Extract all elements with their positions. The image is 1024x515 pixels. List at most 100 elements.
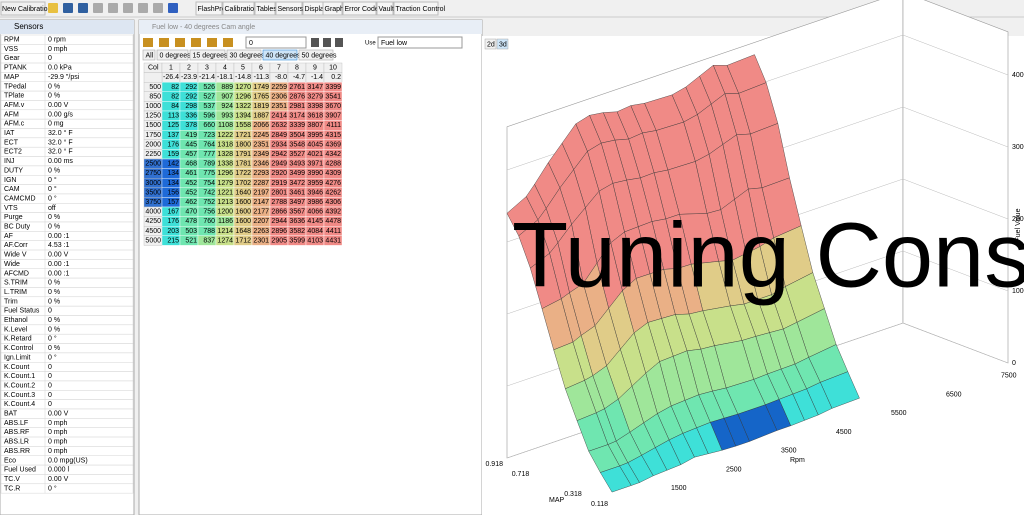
table-tool-icon[interactable] xyxy=(207,38,217,47)
fuel-value: 764 xyxy=(203,141,215,148)
menu-button-label: Tables xyxy=(257,6,278,13)
sensor-value: 0 ° xyxy=(48,194,57,202)
sensor-name: Eco xyxy=(4,457,16,464)
map-label-cell xyxy=(143,72,163,83)
fuel-value: 457 xyxy=(185,151,197,158)
menu-button[interactable] xyxy=(275,1,303,16)
rpm-label: 1000 xyxy=(145,103,161,110)
table-tool-icon[interactable] xyxy=(223,38,233,47)
map-value: -21.4 xyxy=(199,74,215,81)
fuel-value: 2761 xyxy=(289,84,305,91)
sensor-name: BC Duty xyxy=(4,224,31,231)
fuel-value: 3971 xyxy=(307,161,323,168)
graph-tab[interactable] xyxy=(496,38,509,50)
sensor-value: 0.000 l xyxy=(48,467,69,474)
y-tick-label: 0.918 xyxy=(485,461,503,468)
x-tick-label: 4500 xyxy=(836,429,852,436)
fuel-value: 137 xyxy=(167,132,179,139)
table-tool-icon[interactable] xyxy=(191,38,201,47)
use-dropdown[interactable] xyxy=(377,36,463,49)
menu-button[interactable] xyxy=(222,1,255,16)
sensor-name: AF xyxy=(4,233,13,240)
table-tool-icon[interactable] xyxy=(311,38,319,47)
degree-tab[interactable] xyxy=(262,49,298,61)
fuel-value: 3174 xyxy=(289,113,305,120)
menu-button-label: Display xyxy=(305,6,328,13)
fuel-value: 176 xyxy=(167,141,179,148)
fuel-value: 1186 xyxy=(218,218,233,225)
sensor-value: 0 % xyxy=(48,298,60,305)
menu-button[interactable] xyxy=(254,1,276,16)
fuel-value: 3472 xyxy=(289,180,305,187)
fuel-value: 142 xyxy=(167,161,179,168)
table-tool-icon[interactable] xyxy=(335,38,343,47)
menu-button[interactable] xyxy=(342,1,377,16)
fuel-value: 756 xyxy=(203,209,215,216)
fuel-cell[interactable] xyxy=(323,235,343,246)
toolbar-icon xyxy=(108,3,118,13)
sensor-name: Gear xyxy=(4,55,20,62)
fuel-value: 2849 xyxy=(271,132,287,139)
menu-button-label: Sensors xyxy=(278,6,304,13)
table-tool-icon[interactable] xyxy=(159,38,169,47)
sensor-name: TPlate xyxy=(4,93,24,100)
sensor-name: Fuel Status xyxy=(4,308,40,315)
sensor-value: 0.0 mpg(US) xyxy=(48,457,88,464)
fuel-value: 468 xyxy=(185,161,197,168)
y-axis-label: MAP xyxy=(549,497,565,504)
z-tick-label: 4000 xyxy=(1012,72,1024,79)
graph-tab[interactable] xyxy=(484,38,497,50)
fuel-value: 2147 xyxy=(253,199,269,206)
file-button[interactable] xyxy=(0,1,46,16)
fuel-value: 4309 xyxy=(325,170,341,177)
fuel-value: 3907 xyxy=(325,113,341,120)
menu-button[interactable] xyxy=(322,1,343,16)
fuel-value: 1279 xyxy=(217,180,233,187)
fuel-value: 82 xyxy=(171,93,179,100)
rpm-label: 3000 xyxy=(145,180,161,187)
graph-wall xyxy=(902,0,1009,364)
fuel-value: 336 xyxy=(185,113,197,120)
rpm-label: 4000 xyxy=(145,209,161,216)
fuel-value: 292 xyxy=(185,93,197,100)
x-tick-label: 3500 xyxy=(781,448,797,455)
toolbar-icon xyxy=(123,3,133,13)
table-tool-icon[interactable] xyxy=(143,38,153,47)
fuel-value: 1640 xyxy=(235,189,251,196)
fuel-value: 1318 xyxy=(217,141,233,148)
table-tool-icon[interactable] xyxy=(175,38,185,47)
menu-button[interactable] xyxy=(376,1,394,16)
fuel-value: 1270 xyxy=(235,84,251,91)
degree-tab[interactable] xyxy=(298,49,334,61)
sensor-name: Purge xyxy=(4,214,23,221)
value-input[interactable] xyxy=(245,36,307,49)
fuel-value: 1222 xyxy=(217,132,233,139)
toolbar-icon xyxy=(78,3,88,13)
fuel-value: 777 xyxy=(203,151,215,158)
sensor-value: off xyxy=(48,205,56,212)
rpm-label: 3500 xyxy=(145,189,161,196)
fuel-value: 125 xyxy=(167,122,179,129)
x-tick-label: 2500 xyxy=(726,466,742,473)
fuel-value: 452 xyxy=(185,180,197,187)
menu-button-label: Error Codes xyxy=(345,6,383,13)
sensor-name: AFM.c xyxy=(4,121,25,128)
fuel-value: 461 xyxy=(185,170,197,177)
fuel-value: 1749 xyxy=(253,84,269,91)
fuel-value: 2801 xyxy=(271,189,287,196)
fuel-value: 993 xyxy=(221,113,233,120)
menu-button[interactable] xyxy=(195,1,223,16)
degree-tab[interactable] xyxy=(226,49,262,61)
fuel-value: 754 xyxy=(203,180,215,187)
degree-tab[interactable] xyxy=(142,49,156,61)
sensor-value: 0 % xyxy=(48,326,60,333)
fuel-value: 298 xyxy=(185,103,197,110)
column-number: 2 xyxy=(187,65,191,72)
menu-button[interactable] xyxy=(393,1,439,16)
degree-tab[interactable] xyxy=(156,49,189,61)
column-number: 6 xyxy=(259,65,263,72)
fuel-value: 1221 xyxy=(217,189,233,196)
sensor-value: 0 xyxy=(48,364,52,371)
table-tool-icon[interactable] xyxy=(323,38,331,47)
degree-tab[interactable] xyxy=(189,49,226,61)
